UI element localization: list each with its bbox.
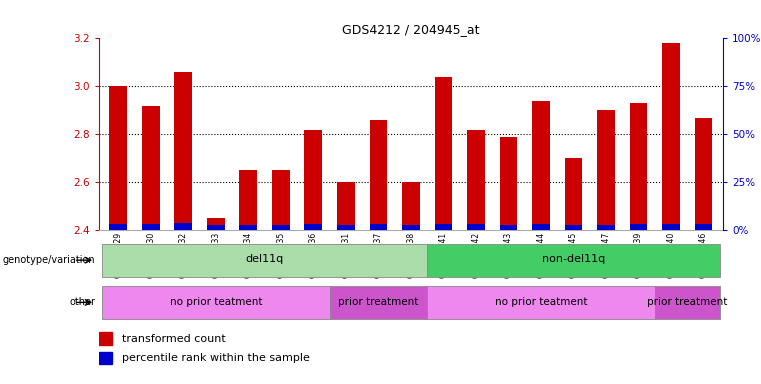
Bar [272,170,290,230]
Bar [304,130,323,230]
Bar [337,225,355,230]
Bar [662,43,680,230]
Bar [370,224,387,230]
Bar [427,286,654,319]
Bar [207,225,224,230]
Bar [174,72,193,230]
Bar [435,77,452,230]
Bar [565,158,582,230]
Text: non-del11q: non-del11q [542,255,605,265]
Bar [402,225,420,230]
Bar [467,224,485,230]
Bar [427,244,720,276]
Bar [499,225,517,230]
Text: prior treatment: prior treatment [647,297,728,307]
Text: prior treatment: prior treatment [338,297,419,307]
Text: del11q: del11q [246,255,284,265]
Bar [629,224,648,230]
Text: genotype/variation: genotype/variation [2,255,95,265]
Bar [142,223,160,230]
Text: transformed count: transformed count [122,334,225,344]
Bar [499,137,517,230]
Bar [654,286,720,319]
Text: percentile rank within the sample: percentile rank within the sample [122,353,310,363]
Bar [629,103,648,230]
Bar [207,218,224,230]
Bar [110,86,127,230]
Bar [435,223,452,230]
Bar [467,130,485,230]
Bar [272,225,290,230]
Title: GDS4212 / 204945_at: GDS4212 / 204945_at [342,23,479,36]
Bar [337,182,355,230]
Bar [102,244,427,276]
Bar [304,224,323,230]
Bar [402,182,420,230]
Text: no prior teatment: no prior teatment [495,297,587,307]
Bar [662,223,680,230]
Bar [597,225,615,230]
Bar [240,170,257,230]
Bar [99,332,113,345]
Bar [532,224,550,230]
Bar [174,223,193,230]
Bar [142,106,160,230]
Text: no prior teatment: no prior teatment [170,297,263,307]
Bar [99,352,113,364]
Bar [240,225,257,230]
Text: other: other [69,297,95,308]
Bar [110,223,127,230]
Bar [597,111,615,230]
Bar [532,101,550,230]
Bar [565,225,582,230]
Bar [695,118,712,230]
Bar [370,120,387,230]
Bar [695,224,712,230]
Bar [102,286,330,319]
Bar [330,286,427,319]
